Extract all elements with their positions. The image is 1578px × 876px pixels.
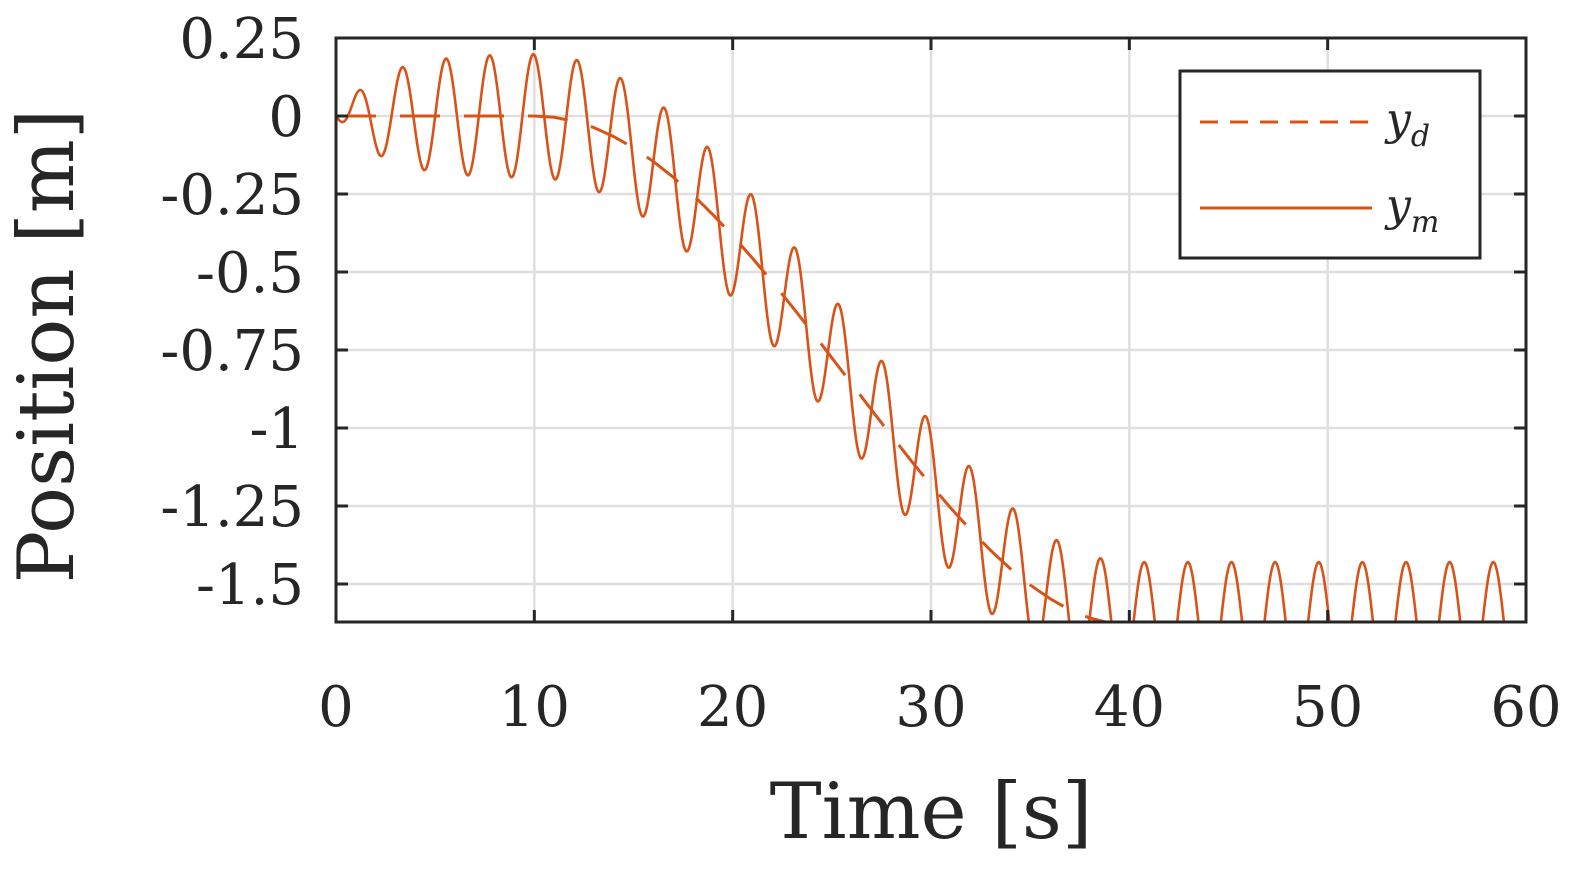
series-ym-line (336, 52, 1506, 622)
y-tick-label: -0.75 (160, 319, 304, 384)
x-tick-label: 10 (499, 675, 570, 740)
y-tick-label: -1.5 (196, 553, 304, 618)
legend-label-ym: ym (1384, 180, 1439, 240)
x-tick-label: 30 (895, 675, 966, 740)
legend-label-yd-sub: d (1411, 119, 1430, 154)
x-tick-label: 40 (1094, 675, 1165, 740)
y-tick-label: -0.5 (196, 241, 304, 306)
y-tick-label: -0.25 (160, 163, 304, 228)
tick-labels: 0 10 20 30 40 50 60 0.25 0 -0.25 -0.5 -0.75 -1 -1.25 -… (160, 7, 1561, 740)
x-tick-label: 0 (318, 675, 354, 740)
y-tick-label: -1 (249, 397, 304, 462)
y-tick-label: 0.25 (179, 7, 304, 72)
legend-label-ym-sub: m (1411, 205, 1439, 240)
x-tick-label: 60 (1490, 675, 1561, 740)
y-axis-title: Position [m] (2, 109, 92, 583)
y-tick-label: 0 (268, 85, 304, 150)
legend: yd ym (1178, 69, 1482, 260)
x-tick-label: 20 (697, 675, 768, 740)
series-yd-line (336, 114, 1116, 622)
legend-label-yd-main: y (1384, 94, 1412, 145)
legend-box (1178, 69, 1482, 260)
legend-label-yd: yd (1384, 94, 1430, 154)
x-tick-label: 50 (1292, 675, 1363, 740)
y-tick-label: -1.25 (160, 475, 304, 540)
x-axis-title: Time [s] (770, 767, 1093, 857)
series-layer (336, 52, 1506, 622)
ticks (334, 36, 1528, 622)
legend-label-ym-main: y (1384, 180, 1412, 231)
